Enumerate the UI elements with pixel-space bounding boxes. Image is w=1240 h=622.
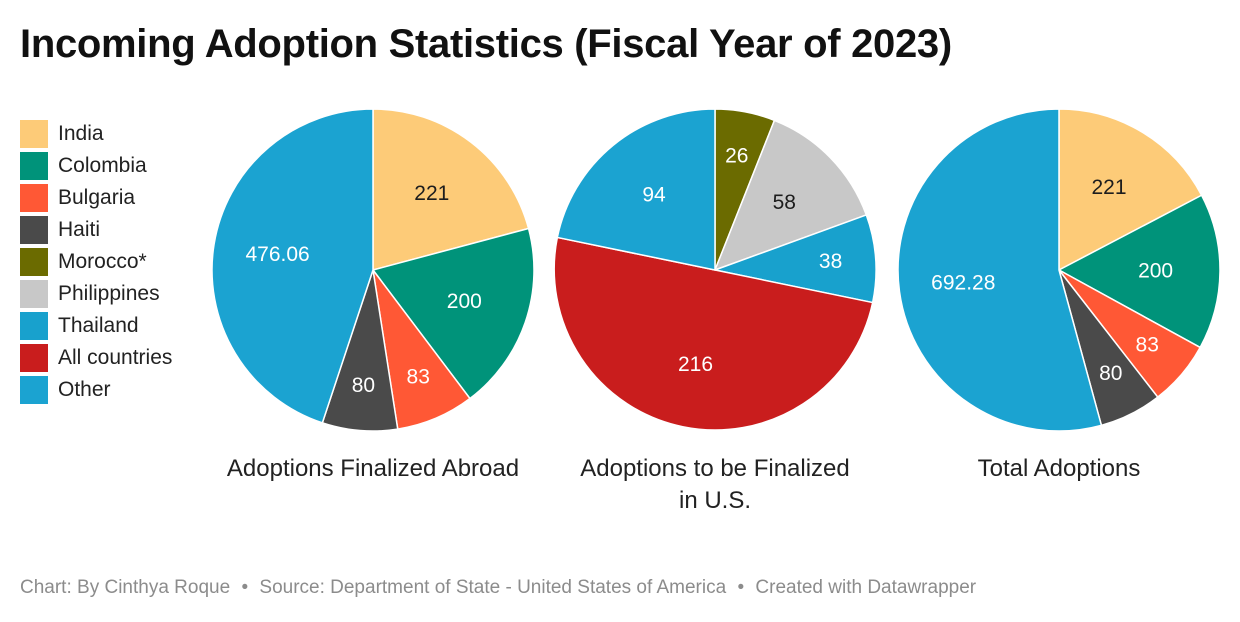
legend-swatch — [20, 216, 48, 244]
pie-slice-other — [211, 108, 374, 424]
pie-slice-india — [372, 108, 530, 271]
footer-credit: Chart: By Cinthya Roque — [20, 577, 231, 598]
legend-label: Philippines — [58, 282, 160, 305]
chart-title: Incoming Adoption Statistics (Fiscal Yea… — [20, 22, 952, 66]
pie-slice-other — [897, 108, 1103, 432]
pie-caption: Total Adoptions — [978, 455, 1141, 482]
legend-label: Haiti — [58, 218, 101, 241]
legend-item-bulgaria: Bulgaria — [20, 182, 172, 214]
legend-label: India — [58, 122, 104, 145]
legend-swatch — [20, 152, 48, 180]
slice-value-label: 80 — [352, 374, 375, 397]
pie-caption: Adoptions to be Finalized in U.S. — [580, 455, 850, 514]
pie-slice-colombia — [371, 227, 535, 400]
legend-item-haiti: Haiti — [20, 214, 172, 246]
slice-value-label: 692.28 — [931, 271, 995, 294]
footer-tool: Created with Datawrapper — [755, 577, 977, 598]
legend-label: Bulgaria — [58, 186, 136, 209]
legend-item-philippines: Philippines — [20, 278, 172, 310]
slice-value-label: 58 — [773, 191, 796, 214]
footer: Chart: By Cinthya Roque • Source: Depart… — [20, 577, 976, 599]
legend-item-other: Other — [20, 374, 172, 406]
footer-separator: • — [737, 577, 745, 598]
footer-source: Source: Department of State - United Sta… — [259, 577, 727, 598]
legend-swatch — [20, 120, 48, 148]
legend-item-morocco: Morocco* — [20, 246, 172, 278]
slice-value-label: 94 — [642, 184, 666, 207]
slice-value-label: 80 — [1099, 362, 1122, 385]
footer-separator: • — [241, 577, 249, 598]
pie-chart-adoptions-to-be-finalized-in-u-s: 26 58 38 216 94 Adoptions to be Finalized in U… — [553, 108, 877, 514]
slice-value-label: 38 — [819, 250, 842, 273]
legend-label: Thailand — [58, 314, 139, 337]
legend-swatch — [20, 184, 48, 212]
legend-label: Other — [58, 378, 111, 401]
slice-value-label: 200 — [447, 290, 482, 313]
legend-item-colombia: Colombia — [20, 150, 172, 182]
pie-slice-other — [556, 108, 716, 271]
legend: India Colombia Bulgaria Haiti Morocco* P… — [20, 118, 172, 406]
slice-value-label: 216 — [678, 353, 713, 376]
legend-item-thailand: Thailand — [20, 310, 172, 342]
slice-value-label: 200 — [1138, 259, 1173, 282]
legend-swatch — [20, 248, 48, 276]
legend-label: All countries — [58, 346, 173, 369]
legend-label: Morocco* — [58, 250, 147, 273]
pie-charts: 221 200 83 80 476.06 Adoptions Finalized Abro… — [211, 108, 1221, 514]
legend-label: Colombia — [58, 154, 147, 177]
legend-item-all-countries: All countries — [20, 342, 172, 374]
slice-value-label: 83 — [1136, 334, 1159, 357]
pie-slice-thailand — [712, 213, 877, 304]
legend-swatch — [20, 344, 48, 372]
slice-value-label: 26 — [725, 145, 748, 168]
legend-swatch — [20, 312, 48, 340]
pie-slice-colombia — [1057, 194, 1221, 349]
legend-item-india: India — [20, 118, 172, 150]
pie-chart-total-adoptions: 221 200 83 80 692.28 Total Adoptions — [897, 108, 1221, 482]
slice-value-label: 221 — [1091, 176, 1126, 199]
slice-value-label: 476.06 — [245, 243, 309, 266]
pie-chart-adoptions-finalized-abroad: 221 200 83 80 476.06 Adoptions Finalized Abro… — [211, 108, 535, 482]
pie-caption: Adoptions Finalized Abroad — [227, 455, 519, 482]
legend-swatch — [20, 280, 48, 308]
pie-slice-india — [1058, 108, 1203, 272]
pie-slice-philippines — [713, 119, 868, 272]
slice-value-label: 221 — [414, 182, 449, 205]
pie-slice-all-countries — [553, 236, 874, 431]
legend-swatch — [20, 376, 48, 404]
slice-value-label: 83 — [407, 365, 430, 388]
